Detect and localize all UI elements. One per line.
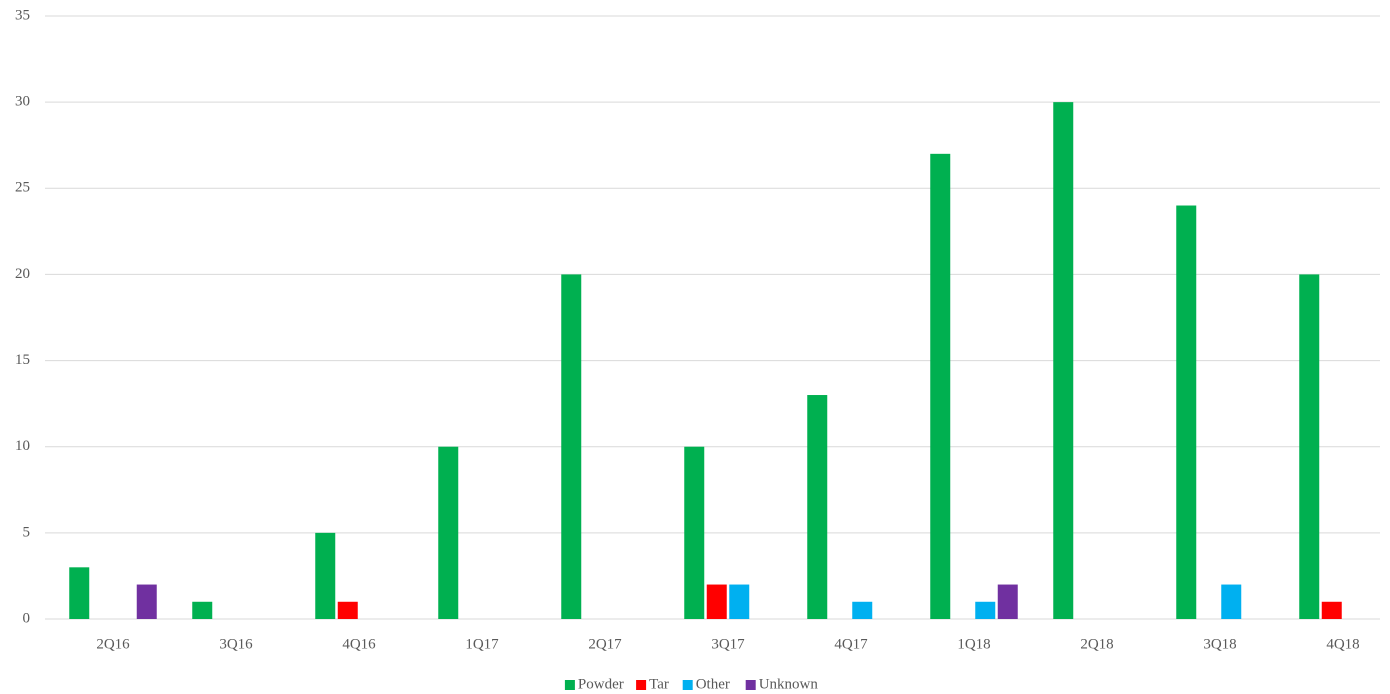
x-tick-label: 2Q17 [588,636,622,652]
bar [1053,102,1074,619]
x-tick-label: 1Q18 [957,636,990,652]
x-tick-label: 1Q17 [465,636,499,652]
y-tick-label: 5 [23,524,31,540]
bar [337,601,358,619]
x-tick-label: 3Q18 [1203,636,1236,652]
y-tick-label: 35 [15,7,30,23]
bar [807,395,828,619]
legend-label: Powder [578,676,624,692]
x-tick-label: 3Q16 [219,636,253,652]
legend-label: Tar [649,676,669,692]
bar [729,584,750,619]
bar [684,446,705,619]
bar [706,584,727,619]
y-tick-label: 25 [15,180,30,196]
legend-swatch [682,680,693,690]
bar [315,532,336,619]
y-tick-label: 10 [15,438,30,454]
x-tick-label: 4Q18 [1326,636,1359,652]
bar [192,601,213,619]
bar [1221,584,1242,619]
legend-swatch [636,680,647,690]
legend-swatch [564,680,575,690]
bar [975,601,996,619]
legend-label: Other [696,676,730,692]
bar [930,153,951,620]
legend-swatch [745,680,756,690]
bar [69,567,90,619]
y-tick-label: 30 [15,94,30,110]
x-tick-label: 3Q17 [711,636,745,652]
legend-label: Unknown [759,676,819,692]
y-tick-label: 15 [15,352,30,368]
bar [438,446,459,619]
bar [561,274,582,619]
bar [852,601,873,619]
bar [997,584,1018,619]
x-tick-label: 4Q17 [834,636,868,652]
bar [1176,205,1197,619]
x-tick-label: 4Q16 [342,636,376,652]
y-tick-label: 20 [15,266,30,282]
bar [1299,274,1320,619]
x-tick-label: 2Q16 [96,636,130,652]
y-tick-label: 0 [23,610,31,626]
x-tick-label: 2Q18 [1080,636,1113,652]
bar [136,584,157,619]
bar [1321,601,1342,619]
